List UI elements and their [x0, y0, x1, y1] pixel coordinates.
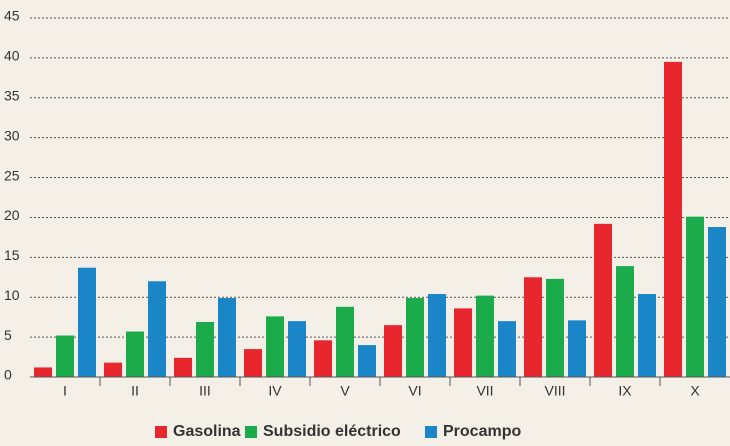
bar: [148, 281, 166, 377]
x-tick-label: VII: [476, 383, 493, 399]
y-tick-label: 40: [4, 48, 20, 64]
y-tick-label: 15: [4, 247, 20, 263]
bar: [498, 321, 516, 377]
bar: [244, 349, 262, 377]
x-tick-label: VIII: [544, 383, 565, 399]
x-tick-label: III: [199, 383, 211, 399]
bar: [358, 345, 376, 377]
bar: [708, 227, 726, 377]
bar: [616, 266, 634, 377]
bar: [34, 367, 52, 377]
bar: [104, 362, 122, 377]
bar: [594, 223, 612, 377]
bar: [454, 308, 472, 377]
y-tick-label: 0: [4, 367, 12, 383]
bar: [568, 320, 586, 377]
bar: [428, 294, 446, 377]
bar: [266, 316, 284, 377]
y-tick-label: 20: [4, 207, 20, 223]
bar: [524, 277, 542, 377]
bar: [288, 321, 306, 377]
bar: [218, 298, 236, 377]
y-tick-label: 25: [4, 167, 20, 183]
legend-label: Subsidio eléctrico: [263, 423, 401, 440]
legend-swatch: [245, 426, 257, 438]
bar: [314, 340, 332, 377]
bar: [196, 321, 214, 377]
bar: [126, 331, 144, 377]
bar: [384, 325, 402, 377]
y-tick-label: 5: [4, 327, 12, 343]
legend-swatch: [155, 426, 167, 438]
x-tick-label: X: [690, 383, 700, 399]
bar: [78, 267, 96, 377]
legend-label: Gasolina: [173, 423, 241, 440]
y-tick-label: 30: [4, 127, 20, 143]
bar: [686, 216, 704, 377]
x-tick-label: I: [63, 383, 67, 399]
bar: [638, 294, 656, 377]
x-tick-label: V: [340, 383, 350, 399]
bar: [664, 61, 682, 377]
x-tick-label: VI: [408, 383, 421, 399]
legend-swatch: [425, 426, 437, 438]
x-tick-label: IX: [618, 383, 632, 399]
bar: [476, 295, 494, 377]
bar: [406, 298, 424, 377]
bar: [546, 278, 564, 377]
x-tick-label: II: [131, 383, 139, 399]
legend-label: Procampo: [443, 423, 521, 440]
y-tick-label: 35: [4, 87, 20, 103]
y-tick-label: 10: [4, 287, 20, 303]
x-tick-label: IV: [268, 383, 282, 399]
bar: [56, 335, 74, 377]
bar: [174, 357, 192, 377]
bar: [336, 306, 354, 377]
y-tick-label: 45: [4, 8, 20, 24]
